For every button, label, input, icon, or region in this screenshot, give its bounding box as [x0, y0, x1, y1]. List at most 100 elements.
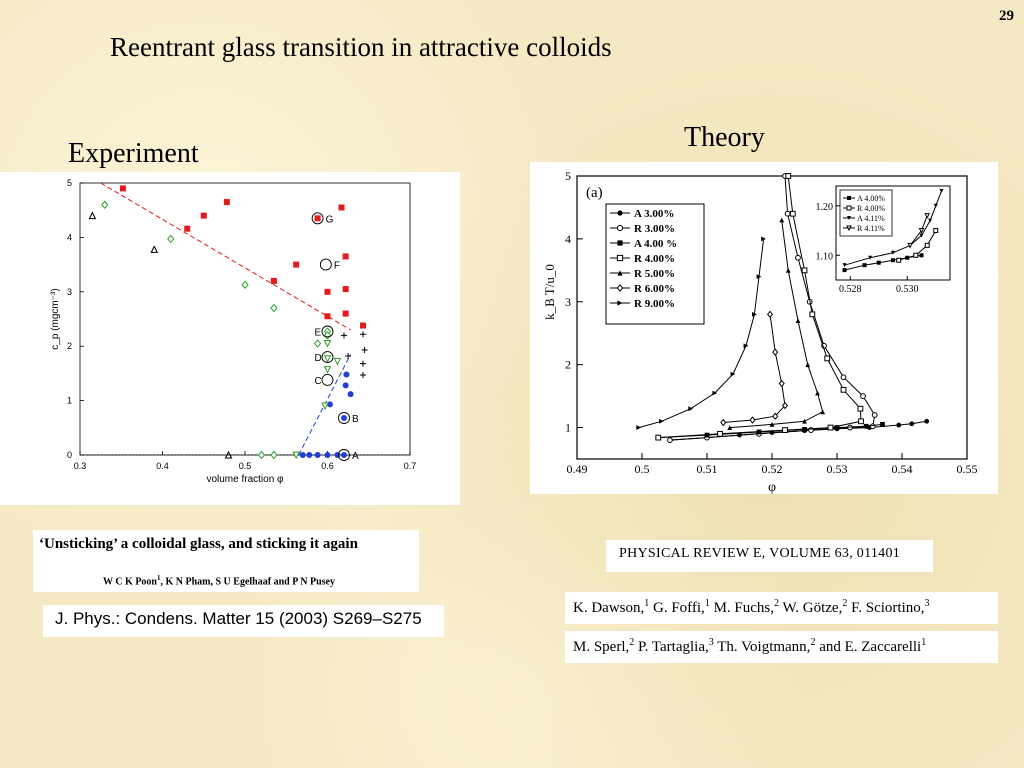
point-label: E — [315, 328, 322, 339]
data-point — [347, 391, 354, 398]
legend-marker — [617, 270, 623, 276]
theory-author: M. Fuchs, — [713, 600, 774, 616]
x-tick-label: 0.51 — [697, 462, 718, 476]
theory-author-affiliation: 1 — [921, 637, 927, 648]
x-tick-label: 0.5 — [239, 461, 252, 471]
data-point — [167, 234, 175, 244]
labelled-point-ring — [321, 373, 334, 386]
inset-data-point — [918, 228, 925, 234]
theory-authors-box-2: M. Sperl,2 P. Tartaglia,3 Th. Voigtmann,… — [565, 631, 998, 663]
series-line — [727, 217, 826, 430]
inset-y-tick-label: 1.20 — [816, 202, 834, 213]
y-tick-label: 1 — [67, 396, 72, 406]
theory-author: G. Foffi, — [653, 600, 705, 616]
experiment-journal-box: J. Phys.: Condens. Matter 15 (2003) S269… — [43, 605, 444, 637]
data-point — [324, 313, 331, 320]
inset-x-tick-label: 0.528 — [839, 284, 862, 295]
data-point — [795, 318, 801, 324]
experiment-author-separator: , — [160, 576, 166, 588]
legend-marker — [616, 254, 624, 262]
data-point — [779, 217, 785, 223]
theory-authors-line-2: M. Sperl,2 P. Tartaglia,3 Th. Voigtmann,… — [573, 637, 926, 656]
data-point — [342, 310, 349, 317]
theory-authors-line-1: K. Dawson,1 G. Foffi,1 M. Fuchs,2 W. Göt… — [573, 598, 929, 617]
data-point — [772, 412, 779, 420]
x-tick-label: 0.54 — [892, 462, 913, 476]
data-point — [314, 215, 321, 222]
y-tick-label: 5 — [67, 178, 72, 188]
data-point — [224, 450, 233, 459]
data-point — [270, 450, 278, 460]
data-point — [323, 355, 332, 363]
data-point — [896, 422, 902, 428]
inset-data-point — [924, 213, 931, 219]
experiment-author-separator: , — [210, 576, 216, 588]
theory-author: W. Götze, — [782, 600, 843, 616]
plot-frame — [79, 182, 411, 456]
legend-marker — [617, 240, 623, 246]
experiment-author: W C K Poon — [103, 576, 157, 588]
data-point — [785, 267, 791, 273]
legend: A 3.00% R 3.00% A 4.00 % R 4.00% R 5.00% R 6.… — [605, 203, 705, 325]
inset-legend-marker — [847, 196, 851, 200]
inset-data-point — [939, 188, 944, 193]
data-point — [782, 427, 788, 433]
data-point — [769, 422, 775, 427]
slide-title: Reentrant glass transition in attractive… — [110, 32, 612, 62]
data-point — [712, 390, 718, 396]
inset-series — [907, 213, 931, 249]
data-point — [257, 450, 266, 460]
inset-series-path — [844, 190, 942, 266]
x-axis-label: φ — [768, 480, 776, 494]
y-axis-label: k_B T/u_0 — [542, 264, 557, 320]
inset-legend-marker — [846, 225, 852, 232]
series-line — [655, 173, 864, 441]
data-point — [909, 421, 915, 427]
legend-label: A 4.00 % — [634, 238, 677, 250]
experiment-chart-panel: 0.3 0.4 0.5 0.6 0.7 0 1 2 3 4 5 volume fraction φ c_… — [0, 172, 460, 505]
data-point — [840, 386, 847, 393]
fit-line — [100, 182, 351, 331]
data-point — [772, 348, 779, 356]
data-point — [717, 430, 723, 437]
x-tick-label: 0.5 — [635, 462, 650, 476]
point-label: A — [352, 451, 359, 462]
data-point — [659, 418, 664, 424]
inset-legend-label: R 4.11% — [857, 224, 885, 233]
data-point — [858, 418, 864, 425]
experiment-chart: 0.3 0.4 0.5 0.6 0.7 0 1 2 3 4 5 volume fraction φ c_… — [50, 178, 417, 485]
series-plus — [341, 331, 368, 379]
data-point — [871, 412, 878, 418]
series-square — [119, 185, 366, 329]
experiment-author-affiliation: 1 — [157, 574, 161, 582]
inset-data-point — [933, 228, 939, 234]
data-point — [801, 267, 808, 274]
data-point — [778, 379, 785, 388]
data-point — [820, 409, 826, 415]
data-point — [150, 245, 159, 253]
series-path — [723, 314, 786, 423]
series-path — [669, 175, 876, 441]
inset-data-point — [919, 253, 924, 258]
data-point — [324, 288, 331, 295]
data-point — [789, 210, 796, 217]
legend-marker — [617, 300, 623, 306]
inset-legend-label: A 4.11% — [857, 214, 885, 223]
data-point — [761, 236, 766, 242]
y-tick-label: 3 — [67, 287, 72, 297]
point-label: F — [334, 261, 340, 272]
theory-author-affiliation: 2 — [842, 598, 848, 609]
data-point — [341, 415, 347, 422]
series-triangle-open — [88, 211, 233, 459]
x-tick-label: 0.7 — [404, 461, 417, 471]
inset-data-point — [896, 257, 902, 263]
experiment-authors: W C K Poon1, K N Pham, S U Egelhaaf and … — [103, 574, 335, 587]
x-axis-label: volume fraction φ — [206, 474, 284, 485]
y-tick-label: 2 — [565, 358, 571, 372]
experiment-author: S U Egelhaaf — [215, 576, 272, 588]
inset-data-point — [842, 268, 847, 273]
inset-data-point — [876, 260, 881, 265]
x-tick-label: 0.52 — [762, 462, 783, 476]
data-point — [342, 253, 349, 260]
data-point — [840, 374, 847, 381]
